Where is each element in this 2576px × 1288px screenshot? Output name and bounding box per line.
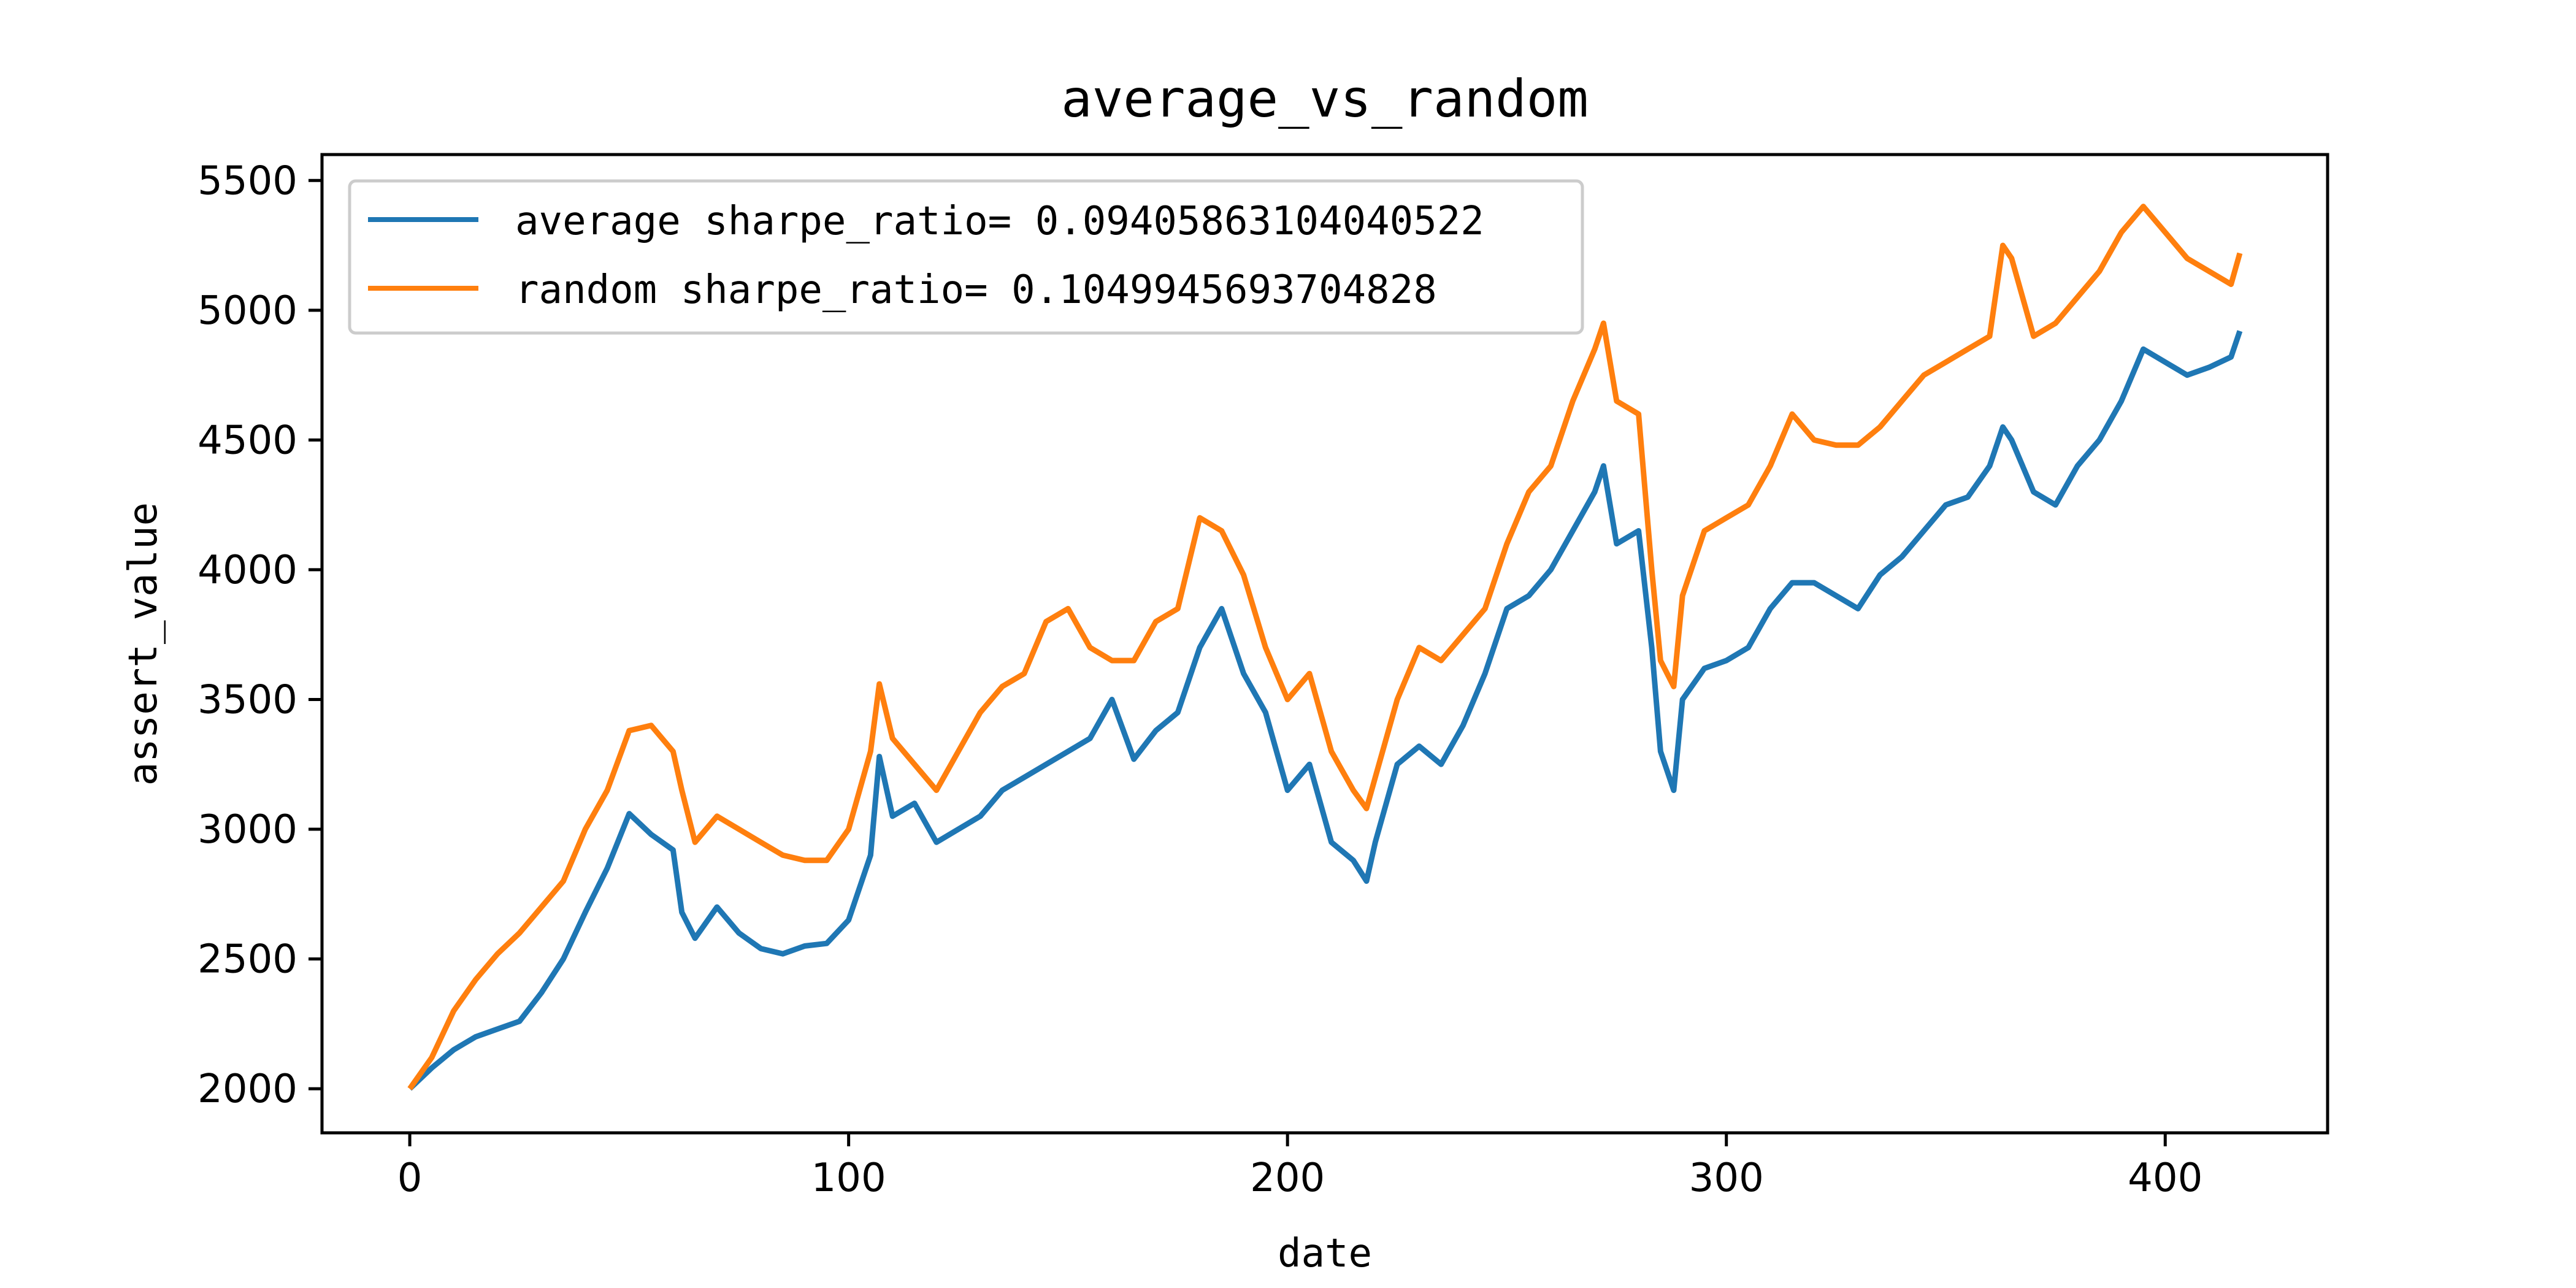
y-tick-label: 3500 bbox=[197, 677, 297, 723]
y-tick-label: 2500 bbox=[197, 937, 297, 983]
legend: average sharpe_ratio= 0.0940586310404052… bbox=[348, 179, 1584, 335]
x-axis-label: date bbox=[1278, 1231, 1372, 1276]
legend-box bbox=[348, 179, 1584, 335]
x-tick-label: 200 bbox=[1250, 1156, 1325, 1201]
series-line-random bbox=[407, 204, 2243, 1091]
y-axis-ticks: 2000 2500 3000 3500 4000 4500 5000 5500 bbox=[197, 158, 322, 1112]
y-tick-label: 3000 bbox=[197, 807, 297, 853]
y-tick-label: 4500 bbox=[197, 418, 297, 463]
x-tick-label: 0 bbox=[397, 1156, 423, 1201]
x-tick-label: 100 bbox=[811, 1156, 886, 1201]
plot-lines bbox=[407, 204, 2243, 1091]
x-tick-label: 300 bbox=[1689, 1156, 1764, 1201]
y-tick-label: 4000 bbox=[197, 548, 297, 593]
x-axis-ticks: 0 100 200 300 400 bbox=[397, 1133, 2202, 1201]
y-tick-label: 5000 bbox=[197, 288, 297, 334]
y-axis-label: assert_value bbox=[121, 502, 166, 786]
series-line-average bbox=[408, 330, 2243, 1091]
y-tick-label: 2000 bbox=[197, 1067, 297, 1112]
plot-frame bbox=[320, 153, 2329, 1135]
x-tick-label: 400 bbox=[2128, 1156, 2202, 1201]
chart-title: average_vs_random bbox=[1061, 69, 1589, 129]
y-tick-label: 5500 bbox=[197, 158, 297, 204]
legend-label-average: average sharpe_ratio= 0.0940586310404052… bbox=[515, 199, 1484, 244]
legend-label-random: random sharpe_ratio= 0.1049945693704828 bbox=[515, 267, 1437, 313]
